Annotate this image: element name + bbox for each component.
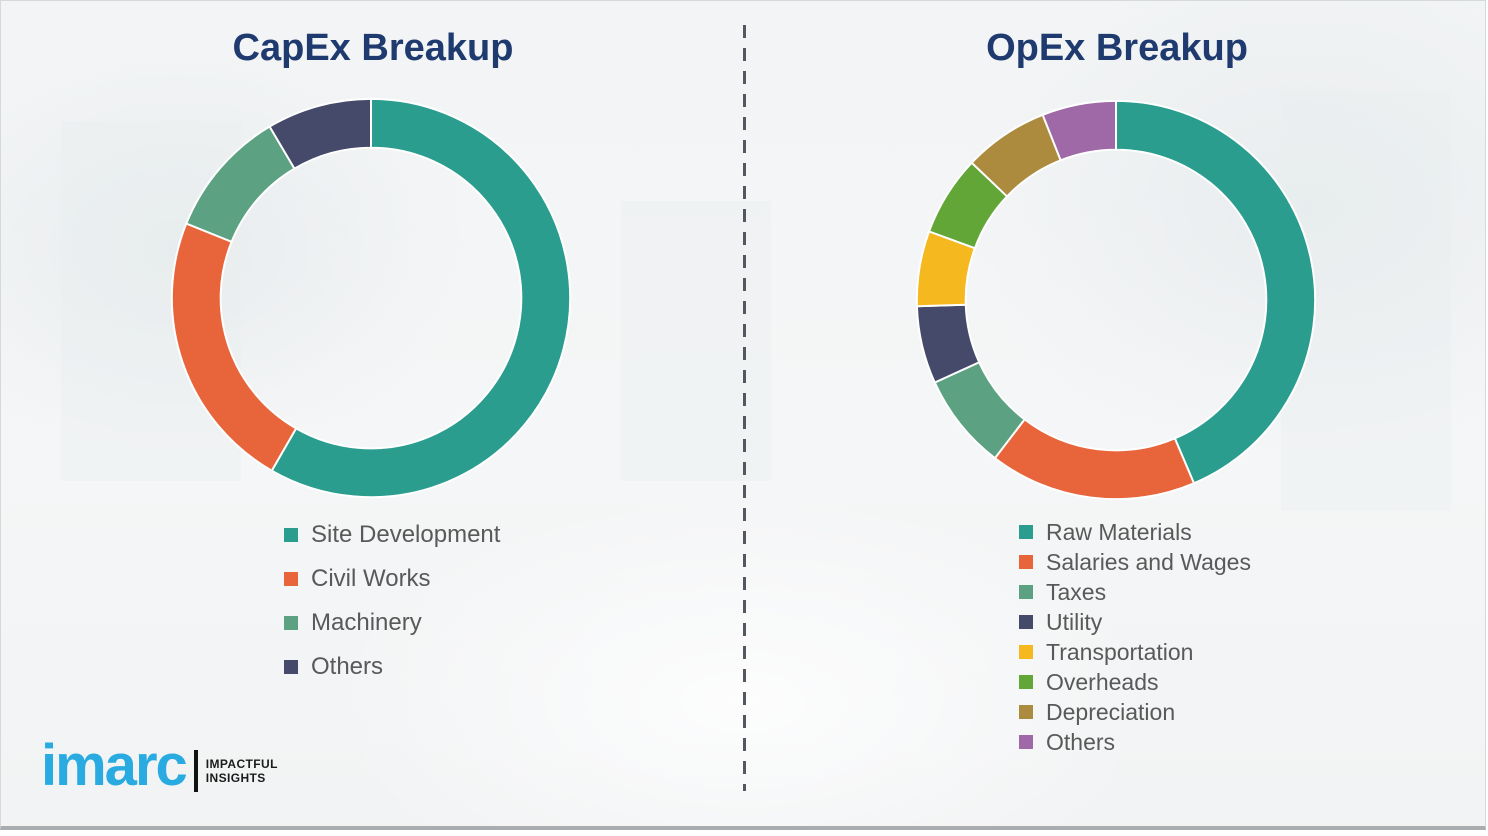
legend-swatch <box>284 616 298 630</box>
opex-donut-chart <box>911 95 1321 505</box>
legend-label: Salaries and Wages <box>1046 548 1251 575</box>
legend-swatch <box>1019 615 1033 629</box>
legend-swatch <box>1019 645 1033 659</box>
donut-segment-others <box>268 97 372 170</box>
legend-label: Others <box>1046 728 1116 755</box>
legend-swatch <box>1019 705 1033 719</box>
legend-swatch <box>284 572 298 586</box>
legend-swatch <box>284 528 298 542</box>
legend-item: Raw Materials <box>1019 517 1251 547</box>
opex-legend: Raw Materials Salaries and Wages Taxes Util… <box>1019 517 1251 757</box>
legend-label: Site Development <box>311 521 501 548</box>
capex-title: CapEx Breakup <box>232 27 514 69</box>
legend-item: Overheads <box>1019 667 1251 697</box>
legend-item: Taxes <box>1019 577 1251 607</box>
legend-label: Others <box>311 653 384 680</box>
legend-item: Site Development <box>284 513 500 557</box>
donut-segment-others <box>1041 99 1117 162</box>
capex-legend: Site Development Civil Works Machinery Othe… <box>284 513 500 689</box>
donut-segment-raw-materials <box>1115 99 1317 485</box>
donut-segment-salaries-and-wages <box>993 417 1196 501</box>
legend-label: Raw Materials <box>1046 518 1192 545</box>
legend-swatch <box>1019 675 1033 689</box>
logo-divider-bar <box>193 750 198 792</box>
legend-swatch <box>1019 735 1033 749</box>
legend-swatch <box>1019 525 1033 539</box>
donut-segment-site-development <box>270 97 572 499</box>
imarc-wordmark: imarc <box>41 733 188 798</box>
legend-label: Taxes <box>1046 578 1107 605</box>
donut-segment-machinery <box>185 125 296 244</box>
legend-label: Overheads <box>1046 668 1159 695</box>
legend-swatch <box>1019 585 1033 599</box>
legend-swatch <box>284 660 298 674</box>
dashed-divider <box>743 25 746 791</box>
logo-tagline: IMPACTFUL INSIGHTS <box>206 757 278 785</box>
logo-tagline-line2: INSIGHTS <box>205 771 266 785</box>
legend-label: Civil Works <box>311 565 431 592</box>
legend-item: Transportation <box>1019 637 1251 667</box>
legend-label: Utility <box>1046 608 1103 635</box>
legend-label: Machinery <box>311 609 422 636</box>
imarc-logo: imarc IMPACTFUL INSIGHTS <box>41 737 278 795</box>
legend-item: Machinery <box>284 601 500 645</box>
legend-item: Others <box>1019 727 1251 757</box>
logo-tagline-line1: IMPACTFUL <box>205 757 278 771</box>
capex-donut-chart <box>166 93 576 503</box>
legend-label: Depreciation <box>1046 698 1176 725</box>
legend-item: Others <box>284 645 500 689</box>
opex-title: OpEx Breakup <box>986 27 1248 69</box>
legend-item: Utility <box>1019 607 1251 637</box>
legend-item: Civil Works <box>284 557 500 601</box>
legend-item: Depreciation <box>1019 697 1251 727</box>
legend-item: Salaries and Wages <box>1019 547 1251 577</box>
legend-label: Transportation <box>1046 638 1194 665</box>
legend-swatch <box>1019 555 1033 569</box>
donut-segment-civil-works <box>170 222 298 473</box>
background-texture-block <box>621 201 771 481</box>
